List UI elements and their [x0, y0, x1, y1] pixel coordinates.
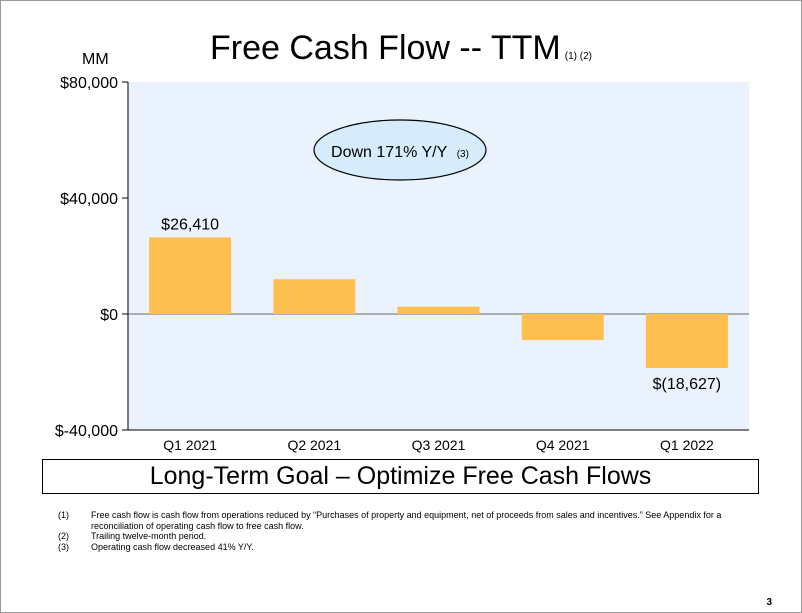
callout-text: Down 171% Y/Y (3)	[331, 144, 469, 161]
y-tick-label: $-40,000	[55, 423, 118, 440]
footnote-1: (1) Free cash flow is cash flow from ope…	[58, 510, 758, 531]
long-term-goal-banner: Long-Term Goal – Optimize Free Cash Flow…	[42, 459, 759, 494]
bar-q1-2021	[149, 237, 232, 314]
footnotes: (1) Free cash flow is cash flow from ope…	[58, 510, 758, 552]
bar-series	[149, 237, 728, 369]
x-tick-label: Q4 2021	[536, 437, 590, 453]
x-tick-label: Q1 2022	[660, 437, 714, 453]
slide-title: Free Cash Flow -- TTM (1) (2)	[0, 28, 802, 77]
bar-q3-2021	[397, 306, 480, 314]
x-tick-label: Q3 2021	[412, 437, 466, 453]
title-text: Free Cash Flow -- TTM	[210, 29, 561, 67]
bar-q4-2021	[521, 314, 604, 341]
footnote-text: Trailing twelve-month period.	[91, 531, 207, 541]
y-axis-ticks: $-40,000 $0 $40,000 $80,000	[55, 75, 128, 440]
footnote-text: Operating cash flow decreased 41% Y/Y.	[91, 541, 254, 552]
x-tick-label: Q1 2021	[163, 437, 217, 453]
bar-data-label: $(18,627)	[653, 376, 722, 393]
footnote-text: Free cash flow is cash flow from operati…	[91, 510, 722, 531]
bar-data-label: $26,410	[161, 216, 219, 233]
x-axis-labels: Q1 2021 Q2 2021 Q3 2021 Q4 2021 Q1 2022	[163, 437, 714, 453]
callout-footnote-ref: (3)	[457, 149, 469, 160]
title-footnote-ref: (1) (2)	[564, 51, 592, 62]
callout-main-text: Down 171% Y/Y	[331, 144, 448, 161]
footnote-number: (2)	[58, 531, 69, 541]
footnote-3: (3) Operating cash flow decreased 41% Y/…	[58, 542, 758, 553]
yoy-callout: Down 171% Y/Y (3)	[313, 119, 487, 181]
y-tick-label: $0	[100, 307, 118, 324]
free-cash-flow-chart: $-40,000 $0 $40,000 $80,000 $26,410 $(18,627…	[55, 75, 749, 453]
y-axis-unit-label: MM	[82, 51, 109, 68]
callout-ellipse	[313, 119, 487, 181]
footnote-number: (1)	[58, 510, 69, 520]
footnote-number: (3)	[58, 541, 69, 552]
footnote-2: (2) Trailing twelve-month period.	[58, 531, 758, 542]
bar-data-labels: $26,410 $(18,627)	[161, 216, 721, 393]
bar-q2-2021	[273, 279, 356, 314]
y-tick-label: $80,000	[60, 75, 118, 92]
page-number: 3	[766, 597, 772, 608]
y-tick-label: $40,000	[60, 191, 118, 208]
bar-q1-2022	[645, 314, 728, 369]
x-tick-label: Q2 2021	[287, 437, 341, 453]
